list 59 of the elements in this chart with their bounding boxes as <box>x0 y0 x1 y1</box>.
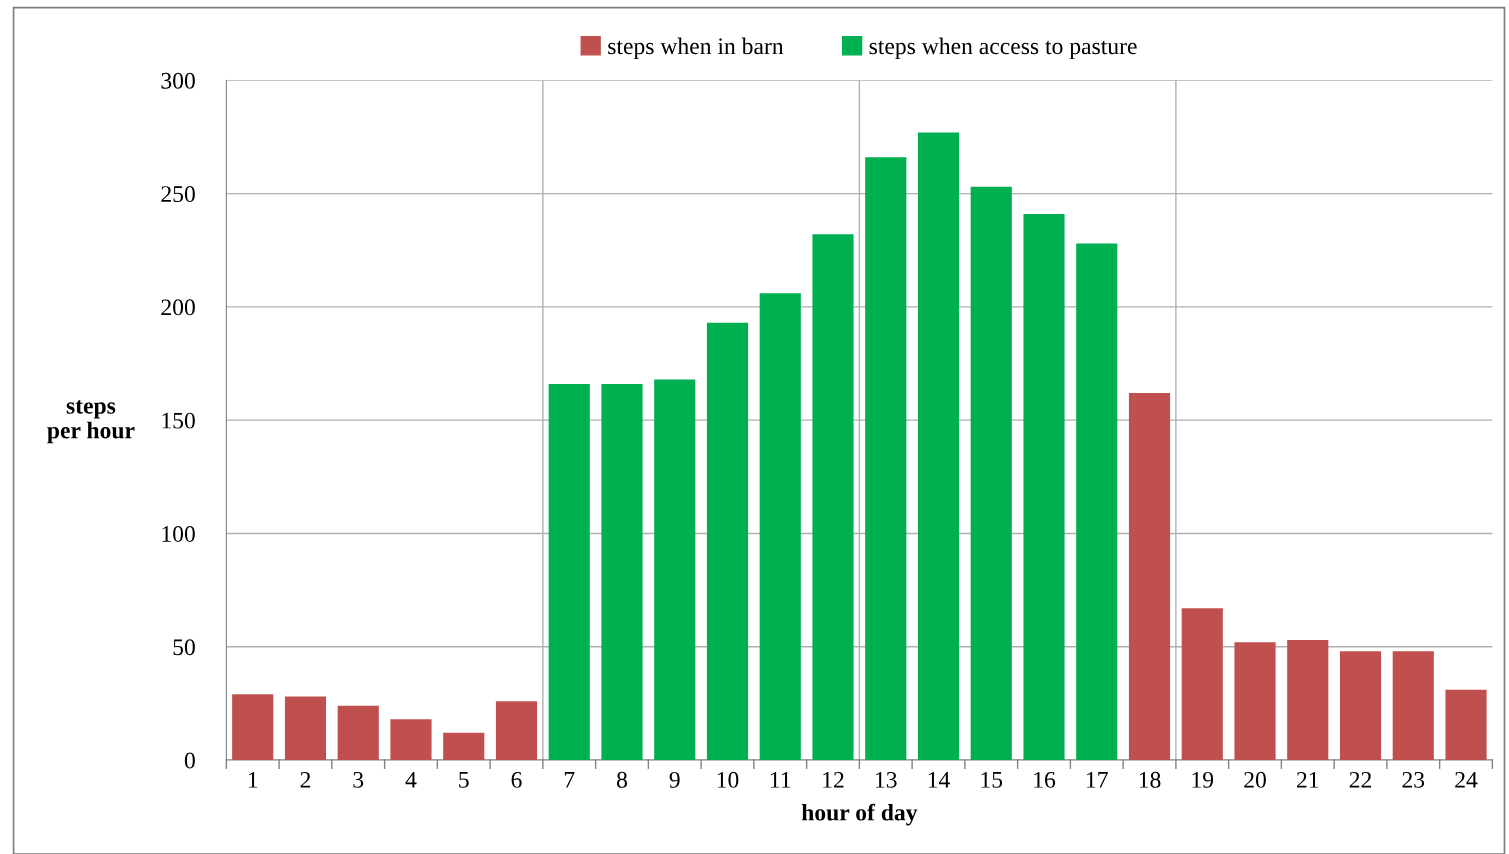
bar <box>1128 392 1171 761</box>
bar <box>1445 689 1487 761</box>
x-tick-label: 12 <box>823 771 844 788</box>
y-tick-label: 100 <box>162 525 195 542</box>
x-tick-label: 5 <box>459 772 469 788</box>
bar <box>970 186 1012 761</box>
bar <box>284 696 327 761</box>
legend-label: steps when in barn <box>608 37 784 60</box>
x-tick-label: 4 <box>405 772 417 788</box>
bar <box>548 383 590 761</box>
x-tick-label: 14 <box>928 771 950 788</box>
bar <box>443 732 485 761</box>
bar <box>1392 651 1434 761</box>
bar <box>1023 213 1065 761</box>
x-tick-label: 17 <box>1087 771 1108 788</box>
bar <box>1234 642 1276 761</box>
bar <box>337 705 379 761</box>
bar <box>706 322 749 761</box>
x-tick-label: 13 <box>876 771 897 788</box>
x-tick-label: 11 <box>770 771 791 788</box>
x-tick-label: 23 <box>1402 771 1425 788</box>
x-tick-label: 1 <box>248 771 258 788</box>
bar <box>1181 608 1223 761</box>
y-tick-label: 250 <box>161 186 195 202</box>
y-tick-label: 150 <box>162 412 195 429</box>
x-tick-label: 9 <box>669 771 680 788</box>
legend-label: steps when access to pasture <box>869 37 1137 60</box>
bar <box>917 132 960 761</box>
bar <box>232 694 274 761</box>
y-tick-label: 300 <box>161 72 195 89</box>
y-tick-label: 200 <box>161 299 195 316</box>
bar <box>1287 639 1329 761</box>
bar <box>1339 651 1382 761</box>
x-tick-label: 21 <box>1297 771 1319 788</box>
x-tick-label: 8 <box>616 771 627 788</box>
bar <box>601 383 643 761</box>
x-tick-label: 18 <box>1139 771 1161 788</box>
x-tick-label: 24 <box>1455 771 1478 788</box>
bar <box>865 157 907 761</box>
x-tick-label: 7 <box>564 772 575 788</box>
bar <box>1076 243 1118 761</box>
x-tick-label: 22 <box>1349 771 1372 788</box>
x-axis-title: hour of day <box>801 803 918 826</box>
bar <box>812 234 854 761</box>
y-axis-title: steps per hour <box>47 400 135 444</box>
y-tick-label: 50 <box>173 639 195 656</box>
y-tick-label: 0 <box>184 752 195 769</box>
x-tick-label: 3 <box>353 771 364 788</box>
bar <box>495 701 538 761</box>
x-tick-label: 19 <box>1192 771 1214 788</box>
x-tick-label: 10 <box>717 771 739 788</box>
x-tick-label: 16 <box>1034 771 1056 788</box>
bar <box>654 379 696 761</box>
x-tick-label: 2 <box>300 771 311 788</box>
x-tick-label: 15 <box>981 771 1003 788</box>
x-tick-label: 6 <box>511 771 522 788</box>
bar <box>759 293 801 761</box>
x-tick-label: 20 <box>1244 771 1266 788</box>
bar <box>390 719 432 761</box>
